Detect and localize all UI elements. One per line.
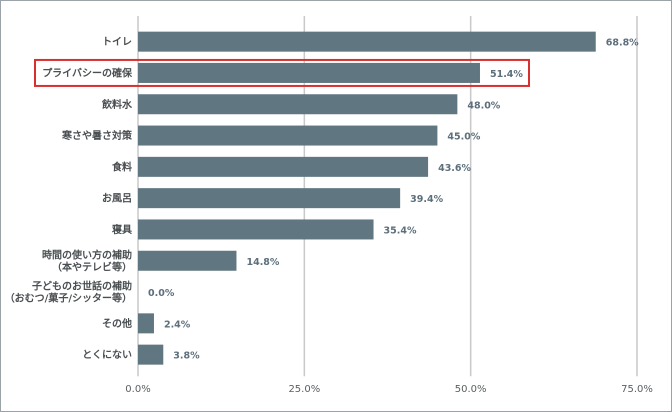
data-label: 48.0% — [467, 100, 500, 111]
bar — [138, 156, 429, 177]
category-label: 子どものお世話の補助 — [32, 280, 132, 293]
data-label: 68.8% — [606, 38, 639, 49]
category-label: 寝具 — [112, 223, 132, 236]
category-label: トイレ — [102, 36, 132, 48]
bar — [138, 94, 458, 115]
data-label: 0.0% — [148, 288, 175, 299]
data-label: 51.4% — [490, 69, 523, 80]
category-label: とくにない — [82, 349, 132, 361]
x-tick-label: 25.0% — [288, 384, 320, 395]
category-label: （本やテレビ等） — [52, 260, 132, 273]
data-label: 45.0% — [447, 132, 480, 143]
bar — [138, 188, 401, 209]
bar — [138, 31, 596, 52]
data-label: 35.4% — [384, 225, 417, 236]
data-label: 3.8% — [173, 351, 200, 362]
category-label: 食料 — [111, 160, 132, 173]
bar — [138, 125, 438, 146]
data-label: 14.8% — [246, 257, 279, 268]
category-label: 寒さや暑さ対策 — [61, 129, 133, 142]
data-label: 43.6% — [438, 163, 471, 174]
category-label: 飲料水 — [101, 98, 133, 111]
category-label: （おむつ/菓子/シッター等） — [5, 292, 132, 305]
highlight-box — [34, 58, 530, 87]
category-label: プライバシーの確保 — [42, 66, 133, 79]
bar — [138, 62, 480, 83]
category-label: その他 — [102, 317, 132, 330]
bar — [138, 219, 374, 240]
bar — [138, 344, 164, 365]
category-label: お風呂 — [102, 193, 132, 205]
bar — [138, 250, 237, 271]
category-label: 時間の使い方の補助 — [42, 248, 132, 261]
data-label: 39.4% — [410, 194, 443, 205]
x-tick-label: 0.0% — [125, 384, 150, 395]
x-tick-label: 75.0% — [621, 384, 653, 395]
data-label: 2.4% — [164, 319, 191, 330]
bar — [138, 313, 154, 334]
x-tick-label: 50.0% — [455, 384, 487, 395]
